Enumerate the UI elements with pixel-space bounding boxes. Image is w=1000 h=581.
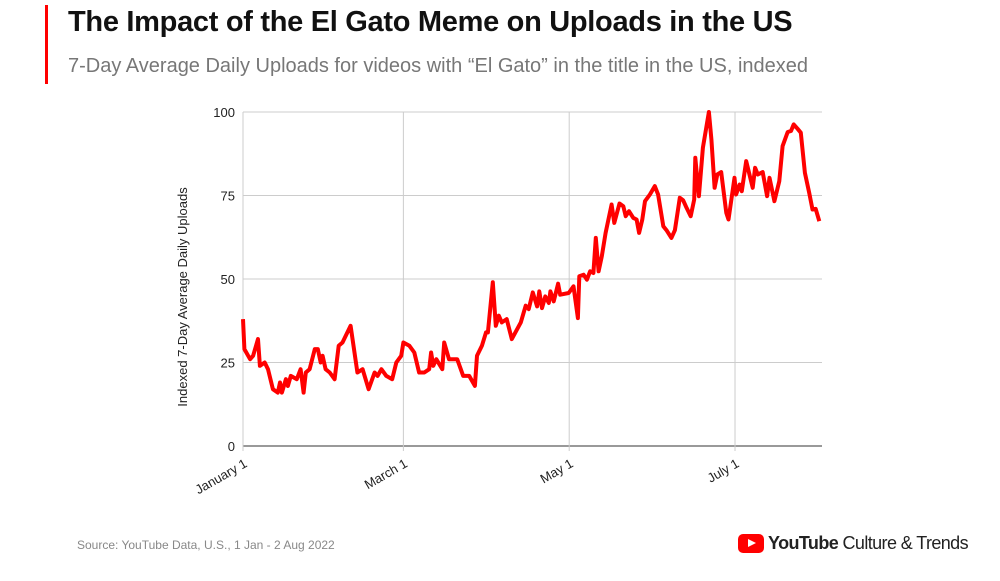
- y-tick-label: 25: [221, 356, 235, 371]
- y-tick-label: 0: [228, 439, 235, 454]
- chart-subtitle: 7-Day Average Daily Uploads for videos w…: [68, 55, 808, 77]
- x-tick-label: January 1: [193, 456, 250, 498]
- youtube-culture-trends-logo: YouTube Culture & Trends: [738, 533, 969, 554]
- source-note: Source: YouTube Data, U.S., 1 Jan - 2 Au…: [77, 538, 335, 552]
- accent-bar: [45, 5, 48, 84]
- chart-title: The Impact of the El Gato Meme on Upload…: [68, 6, 793, 38]
- logo-text: Culture & Trends: [842, 533, 969, 553]
- y-tick-label: 75: [221, 189, 235, 204]
- y-tick-label: 100: [213, 105, 235, 120]
- logo-brand: YouTube: [768, 533, 839, 553]
- youtube-play-icon: [738, 534, 764, 553]
- x-tick-label: July 1: [705, 456, 742, 486]
- y-axis-label: Indexed 7-Day Average Daily Uploads: [175, 187, 190, 407]
- series-line: [241, 110, 822, 395]
- x-tick-label: May 1: [538, 456, 576, 487]
- x-tick-label: March 1: [362, 456, 410, 492]
- y-tick-label: 50: [221, 272, 235, 287]
